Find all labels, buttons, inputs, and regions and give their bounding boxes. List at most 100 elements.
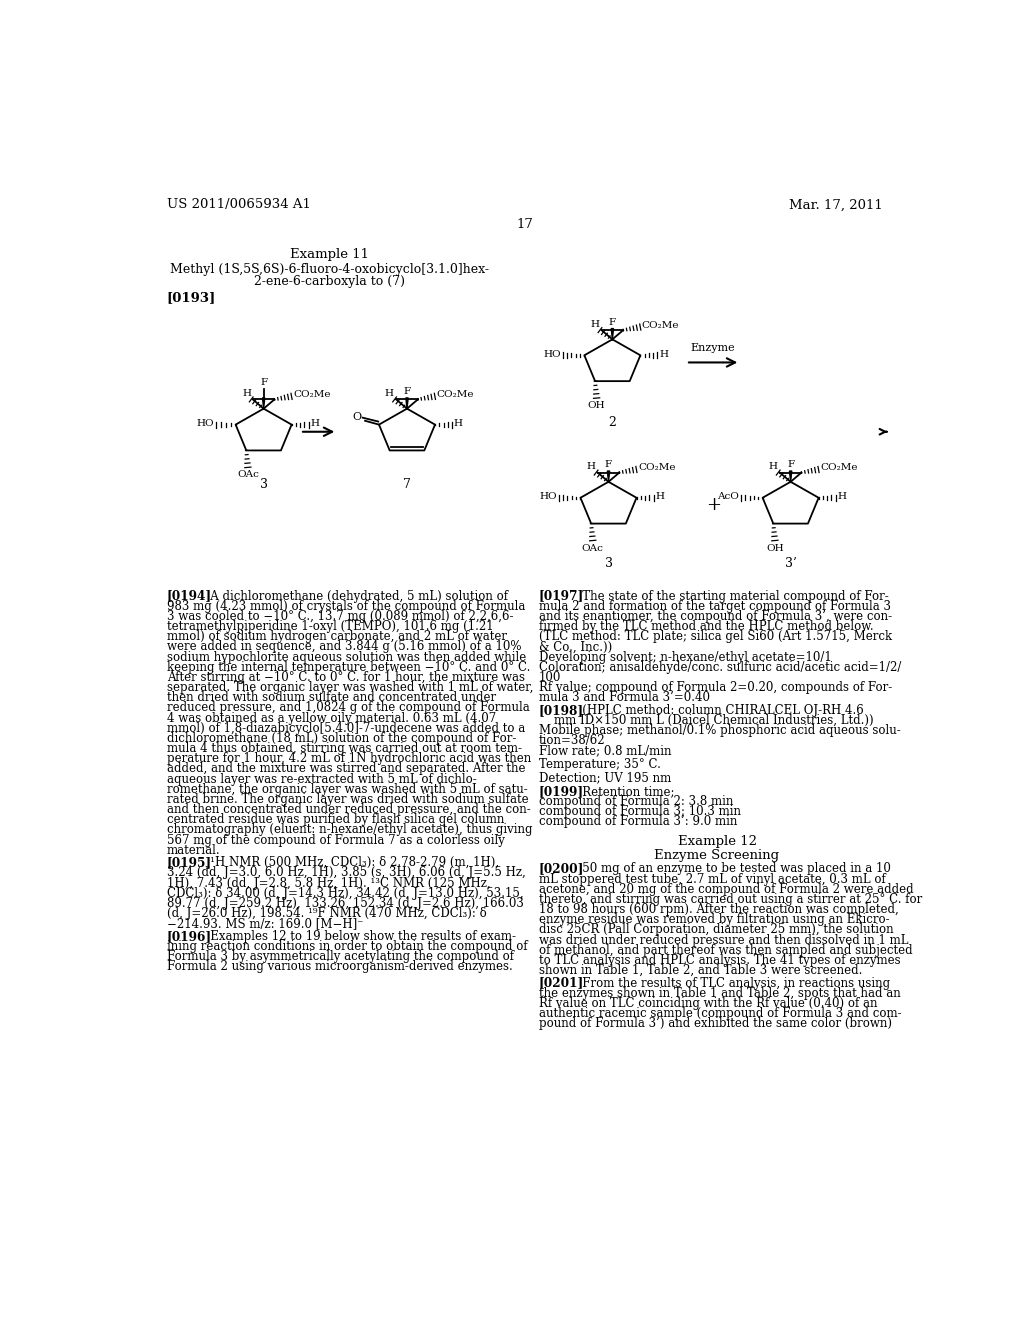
Text: ¹H NMR (500 MHz, CDCl₃): δ 2.78-2.79 (m, 1H),: ¹H NMR (500 MHz, CDCl₃): δ 2.78-2.79 (m,… xyxy=(200,857,500,869)
Text: Rf value on TLC coinciding with the Rf value (0.40) of an: Rf value on TLC coinciding with the Rf v… xyxy=(539,997,878,1010)
Text: H: H xyxy=(454,420,463,429)
Text: tion=38/62: tion=38/62 xyxy=(539,734,605,747)
Text: Retention time;: Retention time; xyxy=(571,785,675,797)
Text: [0196]: [0196] xyxy=(167,929,212,942)
Text: 7: 7 xyxy=(403,478,411,491)
Text: Examples 12 to 19 below show the results of exam-: Examples 12 to 19 below show the results… xyxy=(200,929,516,942)
Text: CDCl₃): δ 34.00 (d, J=14.3 Hz), 34.42 (d, J=13.0 Hz), 53.15,: CDCl₃): δ 34.00 (d, J=14.3 Hz), 34.42 (d… xyxy=(167,887,523,900)
Text: Enzyme: Enzyme xyxy=(691,343,735,354)
Text: F: F xyxy=(605,461,612,470)
Text: thereto, and stirring was carried out using a stirrer at 25° C. for: thereto, and stirring was carried out us… xyxy=(539,894,922,906)
Text: The state of the starting material compound of For-: The state of the starting material compo… xyxy=(571,590,889,603)
Text: and its enantiomer, the compound of Formula 3’, were con-: and its enantiomer, the compound of Form… xyxy=(539,610,892,623)
Text: US 2011/0065934 A1: US 2011/0065934 A1 xyxy=(167,198,310,211)
Text: 983 mg (4.23 mmol) of crystals of the compound of Formula: 983 mg (4.23 mmol) of crystals of the co… xyxy=(167,599,525,612)
Text: −214.93. MS m/z: 169.0 [M−H]⁻: −214.93. MS m/z: 169.0 [M−H]⁻ xyxy=(167,917,364,931)
Text: mula 3 and Formula 3’=0.40: mula 3 and Formula 3’=0.40 xyxy=(539,692,710,705)
Text: H: H xyxy=(590,319,599,329)
Text: mmol) of 1,8-diazabicyclo[5.4.0]-7-undecene was added to a: mmol) of 1,8-diazabicyclo[5.4.0]-7-undec… xyxy=(167,722,525,735)
Text: mula 4 thus obtained, stirring was carried out at room tem-: mula 4 thus obtained, stirring was carri… xyxy=(167,742,522,755)
Text: Developing solvent; n-hexane/ethyl acetate=10/1: Developing solvent; n-hexane/ethyl aceta… xyxy=(539,651,831,664)
Text: rated brine. The organic layer was dried with sodium sulfate: rated brine. The organic layer was dried… xyxy=(167,793,528,807)
Text: From the results of TLC analysis, in reactions using: From the results of TLC analysis, in rea… xyxy=(571,977,891,990)
Text: A dichloromethane (dehydrated, 5 mL) solution of: A dichloromethane (dehydrated, 5 mL) sol… xyxy=(200,590,508,603)
Text: 1H), 7.43 (dd, J=2.8, 5.8 Hz, 1H). ¹³C NMR (125 MHz,: 1H), 7.43 (dd, J=2.8, 5.8 Hz, 1H). ¹³C N… xyxy=(167,876,490,890)
Text: 3: 3 xyxy=(260,478,267,491)
Text: Mar. 17, 2011: Mar. 17, 2011 xyxy=(790,198,883,211)
Text: reduced pressure, and 1,0824 g of the compound of Formula: reduced pressure, and 1,0824 g of the co… xyxy=(167,701,529,714)
Text: CO₂Me: CO₂Me xyxy=(436,391,474,399)
Text: authentic racemic sample (compound of Formula 3 and com-: authentic racemic sample (compound of Fo… xyxy=(539,1007,901,1020)
Text: After stirring at −10° C. to 0° C. for 1 hour, the mixture was: After stirring at −10° C. to 0° C. for 1… xyxy=(167,671,524,684)
Text: [0193]: [0193] xyxy=(167,292,216,305)
Text: of methanol, and part thereof was then sampled and subjected: of methanol, and part thereof was then s… xyxy=(539,944,912,957)
Text: were added in sequence, and 3.844 g (5.16 mmol) of a 10%: were added in sequence, and 3.844 g (5.1… xyxy=(167,640,521,653)
Text: firmed by the TLC method and the HPLC method below.: firmed by the TLC method and the HPLC me… xyxy=(539,620,873,634)
Text: [0198]: [0198] xyxy=(539,704,584,717)
Text: ining reaction conditions in order to obtain the compound of: ining reaction conditions in order to ob… xyxy=(167,940,527,953)
Text: then dried with sodium sulfate and concentrated under: then dried with sodium sulfate and conce… xyxy=(167,692,496,705)
Polygon shape xyxy=(607,471,609,482)
Text: F: F xyxy=(609,318,616,327)
Text: compound of Formula 2: 3.8 min: compound of Formula 2: 3.8 min xyxy=(539,795,733,808)
Text: keeping the internal temperature between −10° C. and 0° C.: keeping the internal temperature between… xyxy=(167,661,530,673)
Text: 2: 2 xyxy=(608,416,616,429)
Text: H: H xyxy=(655,492,665,502)
Text: HO: HO xyxy=(544,350,561,359)
Text: [0195]: [0195] xyxy=(167,857,212,869)
Text: CO₂Me: CO₂Me xyxy=(293,391,331,399)
Text: Detection; UV 195 nm: Detection; UV 195 nm xyxy=(539,771,671,784)
Text: 3: 3 xyxy=(604,557,612,570)
Text: H: H xyxy=(768,462,777,471)
Text: Mobile phase; methanol/0.1% phosphoric acid aqueous solu-: Mobile phase; methanol/0.1% phosphoric a… xyxy=(539,725,900,737)
Polygon shape xyxy=(406,397,409,409)
Text: Example 11: Example 11 xyxy=(290,248,369,261)
Text: & Co., Inc.)): & Co., Inc.)) xyxy=(539,640,612,653)
Text: sodium hypochlorite aqueous solution was then added while: sodium hypochlorite aqueous solution was… xyxy=(167,651,526,664)
Text: 3 was cooled to −10° C., 13.7 mg (0.089 mmol) of 2,2,6,6-: 3 was cooled to −10° C., 13.7 mg (0.089 … xyxy=(167,610,513,623)
Text: perature for 1 hour, 4.2 mL of 1N hydrochloric acid was then: perature for 1 hour, 4.2 mL of 1N hydroc… xyxy=(167,752,531,766)
Text: 3’: 3’ xyxy=(784,557,797,570)
Text: compound of Formula 3; 10.3 min: compound of Formula 3; 10.3 min xyxy=(539,805,740,818)
Text: CO₂Me: CO₂Me xyxy=(820,463,857,473)
Text: AcO: AcO xyxy=(718,492,739,502)
Text: added, and the mixture was stirred and separated. After the: added, and the mixture was stirred and s… xyxy=(167,763,525,775)
Text: (HPLC method: column CHIRALCEL OJ-RH 4.6: (HPLC method: column CHIRALCEL OJ-RH 4.6 xyxy=(571,704,864,717)
Text: aqueous layer was re-extracted with 5 mL of dichlo-: aqueous layer was re-extracted with 5 mL… xyxy=(167,772,476,785)
Text: 3.24 (dd, J=3.0, 6.0 Hz, 1H), 3.85 (s, 3H), 6.06 (d, J=5.5 Hz,: 3.24 (dd, J=3.0, 6.0 Hz, 1H), 3.85 (s, 3… xyxy=(167,866,525,879)
Text: separated. The organic layer was washed with 1 mL of water,: separated. The organic layer was washed … xyxy=(167,681,534,694)
Text: chromatography (eluent: n-hexane/ethyl acetate), thus giving: chromatography (eluent: n-hexane/ethyl a… xyxy=(167,824,532,837)
Text: to TLC analysis and HPLC analysis. The 41 types of enzymes: to TLC analysis and HPLC analysis. The 4… xyxy=(539,954,900,968)
Text: [0199]: [0199] xyxy=(539,785,584,797)
Polygon shape xyxy=(262,397,265,409)
Text: H: H xyxy=(838,492,846,502)
Text: 100: 100 xyxy=(539,671,561,684)
Text: H: H xyxy=(243,389,251,397)
Text: Example 12: Example 12 xyxy=(678,834,757,847)
Text: 4 was obtained as a yellow oily material. 0.63 mL (4.07: 4 was obtained as a yellow oily material… xyxy=(167,711,496,725)
Text: +: + xyxy=(706,496,721,513)
Text: Formula 3 by asymmetrically acetylating the compound of: Formula 3 by asymmetrically acetylating … xyxy=(167,950,514,964)
Text: (d, J=26.0 Hz), 198.54. ¹⁹F NMR (470 MHz, CDCl₃): δ: (d, J=26.0 Hz), 198.54. ¹⁹F NMR (470 MHz… xyxy=(167,907,486,920)
Text: Flow rate; 0.8 mL/min: Flow rate; 0.8 mL/min xyxy=(539,744,672,758)
Text: dichloromethane (18 mL) solution of the compound of For-: dichloromethane (18 mL) solution of the … xyxy=(167,731,516,744)
Polygon shape xyxy=(790,471,792,482)
Text: (TLC method: TLC plate; silica gel Si60 (Art 1.5715, Merck: (TLC method: TLC plate; silica gel Si60 … xyxy=(539,630,892,643)
Text: [0197]: [0197] xyxy=(539,590,584,603)
Text: OH: OH xyxy=(588,401,605,411)
Text: the enzymes shown in Table 1 and Table 2, spots that had an: the enzymes shown in Table 1 and Table 2… xyxy=(539,987,900,999)
Text: H: H xyxy=(587,462,595,471)
Text: Methyl (1S,5S,6S)-6-fluoro-4-oxobicyclo[3.1.0]hex-: Methyl (1S,5S,6S)-6-fluoro-4-oxobicyclo[… xyxy=(170,263,489,276)
Text: [0201]: [0201] xyxy=(539,977,584,990)
Text: H: H xyxy=(310,420,319,429)
Text: disc 25CR (Pall Corporation, diameter 25 mm), the solution: disc 25CR (Pall Corporation, diameter 25… xyxy=(539,924,893,936)
Text: Enzyme Screening: Enzyme Screening xyxy=(654,849,779,862)
Text: pound of Formula 3’) and exhibited the same color (brown): pound of Formula 3’) and exhibited the s… xyxy=(539,1018,892,1030)
Text: CO₂Me: CO₂Me xyxy=(642,321,679,330)
Text: Rf value; compound of Formula 2=0.20, compounds of For-: Rf value; compound of Formula 2=0.20, co… xyxy=(539,681,892,694)
Text: mmol) of sodium hydrogen carbonate, and 2 mL of water: mmol) of sodium hydrogen carbonate, and … xyxy=(167,630,507,643)
Text: enzyme residue was removed by filtration using an Ekicro-: enzyme residue was removed by filtration… xyxy=(539,913,890,927)
Text: tetramethylpiperidine 1-oxyl (TEMPO), 101.6 mg (1.21: tetramethylpiperidine 1-oxyl (TEMPO), 10… xyxy=(167,620,494,634)
Text: [0200]: [0200] xyxy=(539,862,584,875)
Text: shown in Table 1, Table 2, and Table 3 were screened.: shown in Table 1, Table 2, and Table 3 w… xyxy=(539,964,862,977)
